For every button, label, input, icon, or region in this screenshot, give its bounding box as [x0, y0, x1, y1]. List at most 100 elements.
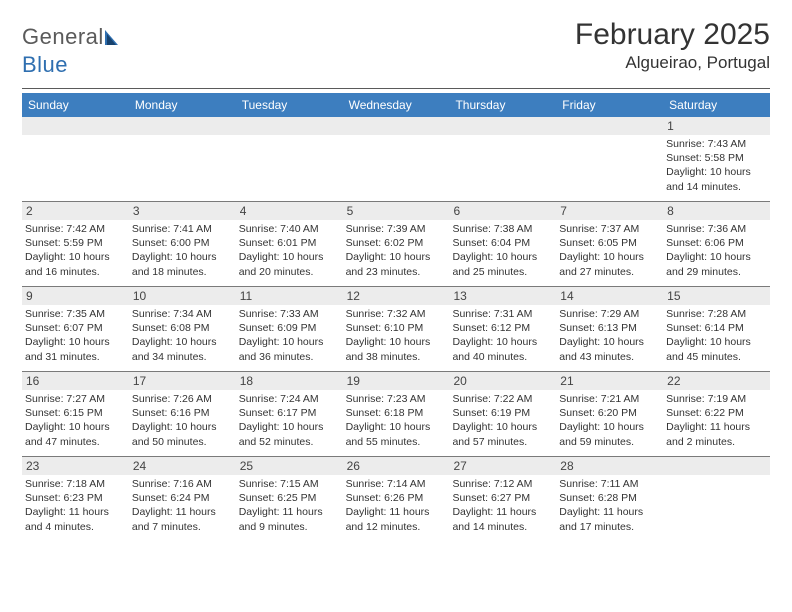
day-cell [663, 457, 770, 541]
sunrise-text: Sunrise: 7:31 AM [452, 307, 553, 321]
day-number [129, 117, 236, 135]
sunset-text: Sunset: 6:00 PM [132, 236, 233, 250]
day-number: 2 [22, 202, 129, 220]
day-number: 12 [343, 287, 450, 305]
sunrise-text: Sunrise: 7:32 AM [346, 307, 447, 321]
sunrise-text: Sunrise: 7:38 AM [452, 222, 553, 236]
sunrise-text: Sunrise: 7:21 AM [559, 392, 660, 406]
day-number [22, 117, 129, 135]
daylight-text: Daylight: 10 hours and 59 minutes. [559, 420, 660, 448]
calendar-grid: 1Sunrise: 7:43 AMSunset: 5:58 PMDaylight… [22, 117, 770, 541]
daylight-text: Daylight: 11 hours and 17 minutes. [559, 505, 660, 533]
day-cell: 14Sunrise: 7:29 AMSunset: 6:13 PMDayligh… [556, 287, 663, 371]
daylight-text: Daylight: 10 hours and 14 minutes. [666, 165, 767, 193]
sunset-text: Sunset: 6:10 PM [346, 321, 447, 335]
sunrise-text: Sunrise: 7:24 AM [239, 392, 340, 406]
day-cell: 6Sunrise: 7:38 AMSunset: 6:04 PMDaylight… [449, 202, 556, 286]
sunrise-text: Sunrise: 7:36 AM [666, 222, 767, 236]
day-cell: 13 Sunrise: 7:31 AMSunset: 6:12 PMDayligh… [449, 287, 556, 371]
day-info: Sunrise: 7:11 AMSunset: 6:28 PMDaylight:… [559, 477, 660, 534]
day-info: Sunrise: 7:33 AMSunset: 6:09 PMDaylight:… [239, 307, 340, 364]
day-cell [22, 117, 129, 201]
title-block: February 2025 Algueirao, Portugal [575, 18, 770, 73]
location-label: Algueirao, Portugal [575, 53, 770, 73]
day-number: 21 [556, 372, 663, 390]
sunrise-text: Sunrise: 7:34 AM [132, 307, 233, 321]
week-row: 1Sunrise: 7:43 AMSunset: 5:58 PMDaylight… [22, 117, 770, 201]
sunset-text: Sunset: 6:28 PM [559, 491, 660, 505]
day-cell: 4Sunrise: 7:40 AMSunset: 6:01 PMDaylight… [236, 202, 343, 286]
weekday-header-cell: Thursday [449, 93, 556, 117]
day-info: Sunrise: 7:19 AMSunset: 6:22 PMDaylight:… [666, 392, 767, 449]
day-cell: 1Sunrise: 7:43 AMSunset: 5:58 PMDaylight… [663, 117, 770, 201]
weekday-header-row: SundayMondayTuesdayWednesdayThursdayFrid… [22, 93, 770, 117]
daylight-text: Daylight: 10 hours and 43 minutes. [559, 335, 660, 363]
day-info: Sunrise: 7:15 AMSunset: 6:25 PMDaylight:… [239, 477, 340, 534]
daylight-text: Daylight: 10 hours and 36 minutes. [239, 335, 340, 363]
day-number: 14 [556, 287, 663, 305]
day-info: Sunrise: 7:32 AMSunset: 6:10 PMDaylight:… [346, 307, 447, 364]
day-info: Sunrise: 7:31 AMSunset: 6:12 PMDaylight:… [452, 307, 553, 364]
daylight-text: Daylight: 11 hours and 12 minutes. [346, 505, 447, 533]
day-number: 27 [449, 457, 556, 475]
weekday-header-cell: Sunday [22, 93, 129, 117]
day-number [663, 457, 770, 475]
daylight-text: Daylight: 10 hours and 50 minutes. [132, 420, 233, 448]
daylight-text: Daylight: 10 hours and 57 minutes. [452, 420, 553, 448]
daylight-text: Daylight: 10 hours and 27 minutes. [559, 250, 660, 278]
sunset-text: Sunset: 6:07 PM [25, 321, 126, 335]
daylight-text: Daylight: 10 hours and 52 minutes. [239, 420, 340, 448]
day-info: Sunrise: 7:14 AMSunset: 6:26 PMDaylight:… [346, 477, 447, 534]
day-info: Sunrise: 7:27 AMSunset: 6:15 PMDaylight:… [25, 392, 126, 449]
sunrise-text: Sunrise: 7:14 AM [346, 477, 447, 491]
day-cell [449, 117, 556, 201]
sunset-text: Sunset: 6:24 PM [132, 491, 233, 505]
day-number: 20 [449, 372, 556, 390]
sunrise-text: Sunrise: 7:39 AM [346, 222, 447, 236]
day-number: 26 [343, 457, 450, 475]
sunrise-text: Sunrise: 7:41 AM [132, 222, 233, 236]
sunset-text: Sunset: 6:15 PM [25, 406, 126, 420]
sunrise-text: Sunrise: 7:40 AM [239, 222, 340, 236]
sunset-text: Sunset: 6:23 PM [25, 491, 126, 505]
day-info: Sunrise: 7:36 AMSunset: 6:06 PMDaylight:… [666, 222, 767, 279]
sunrise-text: Sunrise: 7:37 AM [559, 222, 660, 236]
day-cell [129, 117, 236, 201]
day-number: 16 [22, 372, 129, 390]
sail-icon [104, 26, 124, 52]
sunrise-text: Sunrise: 7:18 AM [25, 477, 126, 491]
sunrise-text: Sunrise: 7:43 AM [666, 137, 767, 151]
sunrise-text: Sunrise: 7:35 AM [25, 307, 126, 321]
day-number: 25 [236, 457, 343, 475]
day-cell: 9Sunrise: 7:35 AMSunset: 6:07 PMDaylight… [22, 287, 129, 371]
daylight-text: Daylight: 11 hours and 14 minutes. [452, 505, 553, 533]
day-info: Sunrise: 7:42 AMSunset: 5:59 PMDaylight:… [25, 222, 126, 279]
day-cell: 20 Sunrise: 7:22 AMSunset: 6:19 PMDayligh… [449, 372, 556, 456]
day-cell: 17Sunrise: 7:26 AMSunset: 6:16 PMDayligh… [129, 372, 236, 456]
day-number: 13 [449, 287, 556, 305]
weekday-header-cell: Wednesday [343, 93, 450, 117]
day-cell: 11Sunrise: 7:33 AMSunset: 6:09 PMDayligh… [236, 287, 343, 371]
day-info: Sunrise: 7:22 AMSunset: 6:19 PMDaylight:… [452, 392, 553, 449]
sunset-text: Sunset: 6:01 PM [239, 236, 340, 250]
day-info: Sunrise: 7:21 AMSunset: 6:20 PMDaylight:… [559, 392, 660, 449]
day-number: 18 [236, 372, 343, 390]
day-number: 8 [663, 202, 770, 220]
day-number [449, 117, 556, 135]
sunrise-text: Sunrise: 7:19 AM [666, 392, 767, 406]
day-info: Sunrise: 7:26 AMSunset: 6:16 PMDaylight:… [132, 392, 233, 449]
sunrise-text: Sunrise: 7:33 AM [239, 307, 340, 321]
week-row: 2 Sunrise: 7:42 AMSunset: 5:59 PMDaylight… [22, 201, 770, 286]
sunrise-text: Sunrise: 7:16 AM [132, 477, 233, 491]
sunset-text: Sunset: 6:12 PM [452, 321, 553, 335]
week-row: 9Sunrise: 7:35 AMSunset: 6:07 PMDaylight… [22, 286, 770, 371]
sunrise-text: Sunrise: 7:12 AM [452, 477, 553, 491]
day-cell: 23Sunrise: 7:18 AMSunset: 6:23 PMDayligh… [22, 457, 129, 541]
day-cell: 8 Sunrise: 7:36 AMSunset: 6:06 PMDaylight… [663, 202, 770, 286]
daylight-text: Daylight: 10 hours and 55 minutes. [346, 420, 447, 448]
sunset-text: Sunset: 6:16 PM [132, 406, 233, 420]
sunset-text: Sunset: 6:17 PM [239, 406, 340, 420]
day-number: 3 [129, 202, 236, 220]
sunset-text: Sunset: 6:09 PM [239, 321, 340, 335]
daylight-text: Daylight: 11 hours and 2 minutes. [666, 420, 767, 448]
